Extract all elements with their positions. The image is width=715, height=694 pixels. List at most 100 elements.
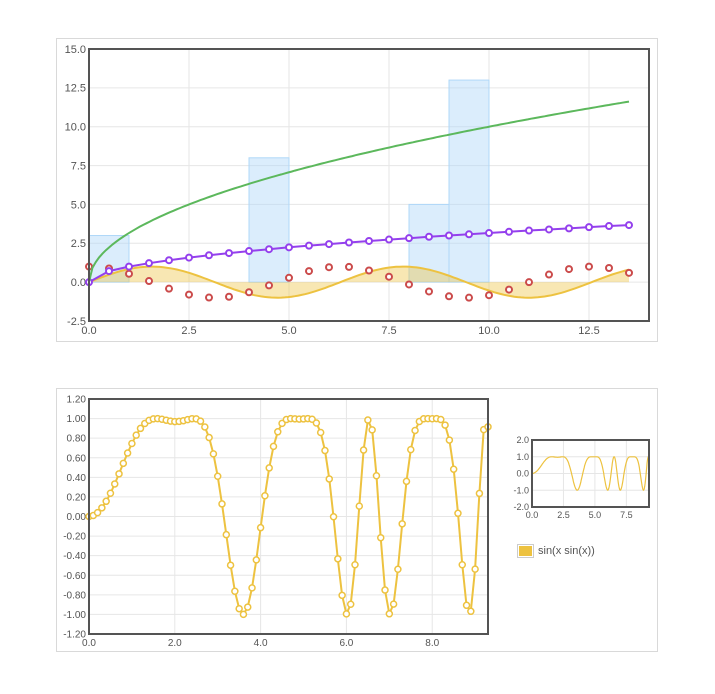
sin-data-point — [274, 428, 282, 436]
sin-data-point — [389, 600, 398, 608]
sin-data-point — [441, 421, 449, 429]
red-data-point — [505, 285, 513, 294]
overview-series-line — [532, 456, 650, 491]
red-data-point — [465, 293, 473, 302]
sin-area-line — [88, 265, 630, 299]
red-data-point — [605, 263, 613, 272]
overview-y-tick-label: -2.0 — [513, 502, 529, 512]
overview-x-tick-label: 7.5 — [620, 510, 633, 520]
purple-data-point — [625, 221, 633, 230]
sin-data-point — [243, 603, 252, 611]
purple-data-point — [265, 245, 273, 254]
top-y-tick-label: -2.5 — [67, 316, 86, 328]
sin-data-point — [325, 475, 334, 483]
red-data-point — [345, 262, 353, 271]
sin-data-point — [128, 439, 136, 448]
sin-data-point — [368, 426, 376, 434]
overview-x-tick-label: 5.0 — [589, 510, 602, 520]
main-plot-frame — [88, 398, 489, 635]
sin-data-point — [467, 607, 475, 616]
main-x-tick-label: 4.0 — [254, 638, 268, 649]
purple-data-point — [305, 241, 313, 250]
purple-data-point — [585, 223, 593, 232]
red-data-point — [545, 270, 553, 279]
sin-data-point — [394, 565, 402, 573]
sin-data-point — [205, 433, 213, 442]
sin-data-point — [110, 480, 119, 488]
red-data-point — [385, 272, 393, 281]
top-x-tick-label: 2.5 — [181, 325, 196, 337]
sin-area-fill — [89, 266, 629, 298]
sin-data-point — [407, 445, 415, 454]
overview-x-tick-label: 0.0 — [526, 510, 539, 520]
main-y-tick-label: 0.60 — [67, 453, 87, 464]
sin-data-point — [342, 610, 351, 618]
sin-data-point — [359, 446, 368, 454]
purple-data-point — [425, 232, 433, 241]
sin-data-point — [115, 470, 123, 478]
purple-data-point — [565, 224, 573, 233]
sin-data-point — [454, 509, 462, 518]
main-y-tick-label: 0.20 — [67, 492, 87, 503]
purple-data-point — [445, 231, 453, 240]
red-data-point — [265, 281, 273, 290]
red-data-point — [365, 266, 373, 275]
overview-y-tick-label: -1.0 — [513, 485, 529, 495]
red-data-point — [285, 273, 293, 282]
purple-data-point — [185, 253, 193, 262]
top-x-tick-label: 10.0 — [478, 325, 499, 337]
red-data-point — [565, 265, 573, 274]
red-data-point — [125, 269, 133, 278]
purple-data-point — [545, 225, 553, 234]
sin-data-point — [201, 423, 209, 431]
red-data-point — [305, 267, 313, 276]
overview-y-tick-label: 1.0 — [516, 452, 529, 462]
sin-data-point — [329, 513, 338, 521]
purple-data-point — [485, 229, 493, 238]
overview-chart[interactable]: 0.0 2.5 5.0 7.5 -2.0 -1.0 0.0 1.0 2.0 — [57, 389, 659, 653]
sin-data-point — [209, 450, 218, 458]
purple-data-point — [405, 234, 413, 243]
purple-data-point — [465, 230, 473, 239]
red-data-point — [165, 284, 173, 293]
purple-data-point — [245, 247, 253, 256]
main-y-tick-label: -0.80 — [63, 590, 86, 601]
top-x-tick-label: 5.0 — [281, 325, 296, 337]
main-y-tick-label: -1.00 — [63, 610, 86, 621]
sin-data-point — [475, 489, 484, 498]
sin-data-point — [132, 431, 140, 439]
top-y-tick-label: 12.5 — [65, 83, 86, 95]
red-data-point — [325, 263, 333, 272]
sin-data-point — [471, 565, 479, 573]
sin-data-point — [372, 472, 381, 480]
red-data-point — [145, 277, 153, 286]
main-y-tick-label: -0.60 — [63, 571, 86, 582]
main-y-tick-label: -0.20 — [63, 532, 86, 543]
sin-data-point — [269, 442, 278, 451]
purple-data-point — [345, 238, 353, 247]
sin-data-point — [123, 449, 132, 457]
legend: sin(x sin(x)) — [517, 544, 595, 558]
sin-data-point — [351, 560, 359, 569]
purple-data-point — [145, 259, 153, 268]
top-y-tick-label: 15.0 — [65, 44, 86, 56]
bar — [248, 157, 290, 283]
purple-data-point — [105, 267, 113, 276]
overview-x-tick-label: 2.5 — [557, 510, 570, 520]
purple-data-point — [205, 251, 213, 260]
sin-data-point — [437, 415, 445, 424]
main-y-tick-label: 1.20 — [67, 395, 87, 406]
top-plot-frame — [88, 48, 650, 322]
sin-data-point — [411, 426, 419, 435]
sin-data-point — [321, 446, 329, 455]
green-series-line — [88, 100, 630, 283]
red-data-point — [485, 291, 493, 300]
red-data-point — [445, 292, 453, 301]
main-y-tick-label: -1.20 — [63, 630, 86, 641]
sin-data-point — [93, 508, 102, 517]
sin-data-point — [213, 472, 222, 481]
purple-data-point — [525, 226, 533, 235]
sin-data-point — [235, 604, 243, 613]
sin-data-point — [106, 489, 115, 498]
main-x-tick-label: 2.0 — [168, 638, 182, 649]
